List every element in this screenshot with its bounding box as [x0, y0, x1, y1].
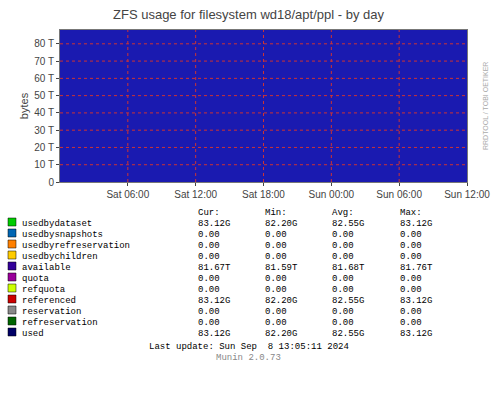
svg-text:ZFS usage for filesystem wd18/: ZFS usage for filesystem wd18/apt/ppl - …: [113, 7, 384, 22]
svg-text:81.68T: 81.68T: [332, 263, 365, 273]
svg-text:83.12G: 83.12G: [198, 296, 230, 306]
svg-text:0.00: 0.00: [198, 307, 220, 317]
svg-text:0.00: 0.00: [198, 252, 220, 262]
svg-text:70 T: 70 T: [34, 56, 54, 67]
svg-text:0: 0: [48, 177, 54, 188]
svg-text:RRDTOOL / TOBI OETIKER: RRDTOOL / TOBI OETIKER: [482, 62, 489, 150]
svg-text:81.67T: 81.67T: [198, 263, 231, 273]
svg-text:available: available: [22, 263, 71, 273]
svg-text:0.00: 0.00: [332, 252, 354, 262]
svg-text:0.00: 0.00: [265, 241, 287, 251]
svg-text:0.00: 0.00: [332, 230, 354, 240]
svg-text:0.00: 0.00: [332, 318, 354, 328]
svg-text:83.12G: 83.12G: [198, 329, 230, 339]
svg-text:82.55G: 82.55G: [332, 219, 364, 229]
svg-text:usedbydataset: usedbydataset: [22, 219, 92, 229]
svg-text:0.00: 0.00: [198, 241, 220, 251]
svg-text:Sat 18:00: Sat 18:00: [242, 189, 285, 200]
svg-text:0.00: 0.00: [332, 241, 354, 251]
svg-text:Sun 12:00: Sun 12:00: [444, 189, 490, 200]
svg-text:82.20G: 82.20G: [265, 296, 297, 306]
svg-text:0.00: 0.00: [332, 307, 354, 317]
svg-text:Sun 06:00: Sun 06:00: [376, 189, 422, 200]
svg-text:0.00: 0.00: [265, 285, 287, 295]
svg-text:80 T: 80 T: [34, 38, 54, 49]
svg-text:83.12G: 83.12G: [400, 219, 432, 229]
svg-text:83.12G: 83.12G: [400, 329, 432, 339]
svg-text:refquota: refquota: [22, 285, 66, 295]
svg-text:0.00: 0.00: [400, 274, 422, 284]
svg-text:Sat 06:00: Sat 06:00: [106, 189, 149, 200]
svg-text:82.20G: 82.20G: [265, 219, 297, 229]
svg-text:refreservation: refreservation: [22, 318, 98, 328]
svg-text:Cur:: Cur:: [198, 208, 220, 218]
svg-text:Sun 00:00: Sun 00:00: [309, 189, 355, 200]
svg-text:0.00: 0.00: [332, 274, 354, 284]
svg-text:Munin 2.0.73: Munin 2.0.73: [216, 353, 281, 363]
svg-text:Max:: Max:: [400, 208, 422, 218]
svg-text:Last update: Sun Sep 8 13:05:: Last update: Sun Sep 8 13:05:11 2024: [149, 342, 349, 352]
svg-text:usedbyrefreservation: usedbyrefreservation: [22, 241, 130, 251]
svg-text:0.00: 0.00: [198, 285, 220, 295]
svg-text:0.00: 0.00: [400, 230, 422, 240]
svg-text:Sat 12:00: Sat 12:00: [174, 189, 217, 200]
svg-text:Avg:: Avg:: [332, 208, 354, 218]
svg-text:82.20G: 82.20G: [265, 329, 297, 339]
svg-text:0.00: 0.00: [332, 285, 354, 295]
svg-text:83.12G: 83.12G: [198, 219, 230, 229]
svg-text:0.00: 0.00: [400, 252, 422, 262]
svg-text:referenced: referenced: [22, 296, 76, 306]
svg-text:0.00: 0.00: [265, 307, 287, 317]
svg-text:30 T: 30 T: [34, 125, 54, 136]
svg-text:0.00: 0.00: [265, 274, 287, 284]
svg-text:10 T: 10 T: [34, 159, 54, 170]
svg-text:bytes: bytes: [18, 92, 30, 119]
svg-text:40 T: 40 T: [34, 107, 54, 118]
svg-text:82.55G: 82.55G: [332, 329, 364, 339]
svg-text:0.00: 0.00: [198, 318, 220, 328]
svg-text:usedbychildren: usedbychildren: [22, 252, 98, 262]
svg-text:Min:: Min:: [265, 208, 287, 218]
svg-text:0.00: 0.00: [400, 307, 422, 317]
svg-text:0.00: 0.00: [265, 252, 287, 262]
svg-text:0.00: 0.00: [400, 285, 422, 295]
svg-text:0.00: 0.00: [400, 241, 422, 251]
svg-text:60 T: 60 T: [34, 73, 54, 84]
svg-text:0.00: 0.00: [198, 230, 220, 240]
svg-text:0.00: 0.00: [265, 230, 287, 240]
svg-text:81.76T: 81.76T: [400, 263, 433, 273]
svg-text:reservation: reservation: [22, 307, 81, 317]
svg-text:0.00: 0.00: [400, 318, 422, 328]
svg-text:50 T: 50 T: [34, 90, 54, 101]
svg-text:used: used: [22, 329, 44, 339]
svg-text:81.59T: 81.59T: [265, 263, 298, 273]
svg-text:0.00: 0.00: [265, 318, 287, 328]
svg-text:usedbysnapshots: usedbysnapshots: [22, 230, 103, 240]
svg-text:20 T: 20 T: [34, 142, 54, 153]
svg-text:0.00: 0.00: [198, 274, 220, 284]
svg-text:82.55G: 82.55G: [332, 296, 364, 306]
svg-text:quota: quota: [22, 274, 50, 284]
svg-text:83.12G: 83.12G: [400, 296, 432, 306]
